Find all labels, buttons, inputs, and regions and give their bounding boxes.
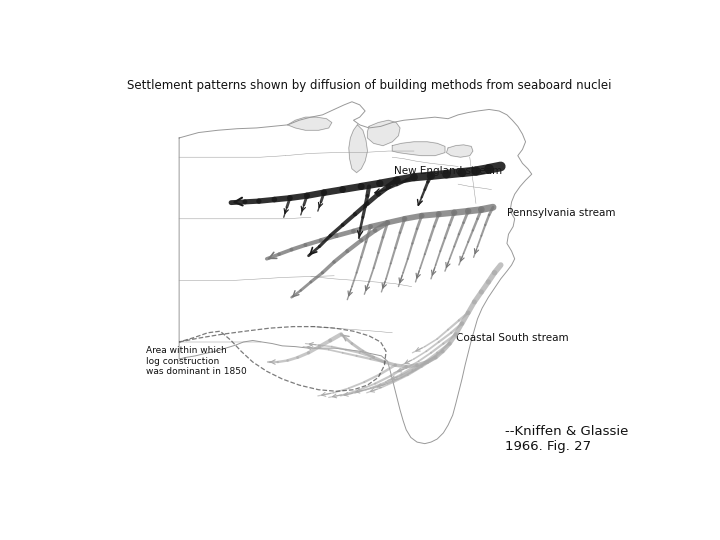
- Text: Pennsylvania stream: Pennsylvania stream: [507, 208, 616, 218]
- Text: Area within which
log construction
was dominant in 1850: Area within which log construction was d…: [145, 346, 246, 376]
- Text: Settlement patterns shown by diffusion of building methods from seaboard nuclei: Settlement patterns shown by diffusion o…: [127, 79, 611, 92]
- Polygon shape: [349, 125, 367, 173]
- Text: New England stream: New England stream: [394, 166, 502, 176]
- Polygon shape: [392, 142, 445, 156]
- Polygon shape: [446, 145, 473, 157]
- Text: --Kniffen & Glassie
1966. Fig. 27: --Kniffen & Glassie 1966. Fig. 27: [505, 425, 628, 453]
- Text: Coastal South stream: Coastal South stream: [456, 333, 568, 343]
- Polygon shape: [367, 120, 400, 146]
- Polygon shape: [287, 117, 332, 130]
